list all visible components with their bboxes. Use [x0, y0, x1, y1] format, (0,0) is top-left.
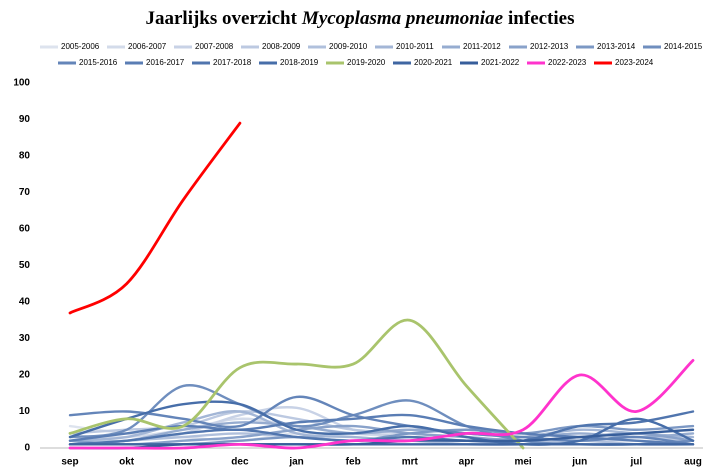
legend-label: 2005-2006 [61, 42, 100, 51]
x-tick-label: aug [684, 457, 702, 468]
chart-title: Jaarlijks overzicht Mycoplasma pneumoniae… [145, 8, 574, 29]
x-tick-label: mrt [402, 457, 419, 468]
legend-label: 2020-2021 [414, 58, 453, 67]
x-tick-label: mei [514, 457, 531, 468]
legend-label: 2019-2020 [347, 58, 386, 67]
legend-label: 2014-2015 [664, 42, 703, 51]
legend-label: 2009-2010 [329, 42, 368, 51]
legend-label: 2013-2014 [597, 42, 636, 51]
title-part: Mycoplasma pneumoniae [301, 8, 504, 29]
legend-label: 2011-2012 [463, 42, 501, 51]
legend-label: 2017-2018 [213, 58, 252, 67]
title-part: infecties [508, 8, 574, 29]
y-tick-label: 100 [13, 78, 30, 89]
legend-label: 2007-2008 [195, 42, 234, 51]
y-tick-label: 10 [19, 406, 31, 417]
y-tick-label: 50 [19, 260, 31, 271]
x-tick-label: nov [174, 457, 192, 468]
x-tick-label: sep [61, 457, 78, 468]
series-line [68, 428, 695, 450]
series-line [68, 318, 525, 450]
y-tick-label: 30 [19, 333, 31, 344]
legend-label: 2010-2011 [396, 42, 434, 51]
x-tick-label: jul [630, 457, 643, 468]
legend-label: 2023-2024 [615, 58, 654, 67]
x-tick-label: jun [571, 457, 587, 468]
legend-label: 2012-2013 [530, 42, 569, 51]
x-tick-label: okt [119, 457, 135, 468]
legend-label: 2016-2017 [146, 58, 185, 67]
legend-label: 2022-2023 [548, 58, 587, 67]
y-tick-label: 60 [19, 224, 31, 235]
x-tick-label: jan [288, 457, 303, 468]
y-tick-label: 90 [19, 114, 31, 125]
title-part: Jaarlijks overzicht [145, 8, 297, 29]
y-tick-label: 20 [19, 370, 31, 381]
legend-label: 2008-2009 [262, 42, 301, 51]
legend-label: 2021-2022 [481, 58, 520, 67]
series-line [68, 359, 695, 450]
x-tick-label: feb [346, 457, 361, 468]
x-tick-label: dec [231, 457, 249, 468]
series-line [68, 410, 695, 446]
y-tick-label: 80 [19, 151, 31, 162]
legend-label: 2015-2016 [79, 58, 118, 67]
y-tick-label: 70 [19, 187, 31, 198]
x-tick-label: apr [459, 457, 475, 468]
series-line [68, 121, 242, 315]
y-tick-label: 40 [19, 297, 31, 308]
y-tick-label: 0 [24, 443, 30, 454]
legend-label: 2006-2007 [128, 42, 167, 51]
legend-label: 2018-2019 [280, 58, 319, 67]
series-line [68, 421, 695, 446]
